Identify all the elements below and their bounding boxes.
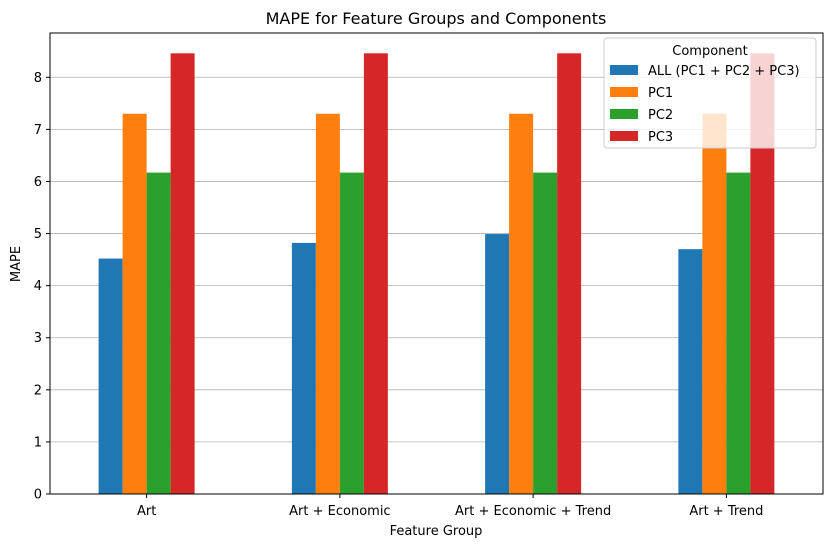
x-tick-label: Art + Economic xyxy=(289,504,390,519)
y-tick-label: 6 xyxy=(34,175,42,190)
bar xyxy=(678,249,703,494)
chart-title: MAPE for Feature Groups and Components xyxy=(266,9,607,28)
y-axis-label: MAPE xyxy=(9,246,24,282)
legend-title: Component xyxy=(672,44,747,59)
legend-box xyxy=(603,37,817,149)
y-tick-label: 1 xyxy=(34,435,42,450)
bar xyxy=(702,113,727,494)
bar xyxy=(363,53,388,495)
legend: Component ALL (PC1 + PC2 + PC3) PC1 PC2 PC3 xyxy=(603,37,817,149)
legend-swatch xyxy=(610,65,638,75)
bar xyxy=(122,113,147,494)
bar xyxy=(98,258,123,494)
bars xyxy=(98,53,775,495)
bar xyxy=(291,242,316,494)
x-tick-label: Art + Economic + Trend xyxy=(455,504,611,519)
legend-swatch xyxy=(610,87,638,97)
bar xyxy=(557,53,582,495)
y-tick-label: 3 xyxy=(34,331,42,346)
y-tick-label: 7 xyxy=(34,123,42,138)
legend-swatch xyxy=(610,109,638,119)
x-tick-label: Art + Trend xyxy=(689,504,763,519)
y-tick-label: 8 xyxy=(34,71,42,86)
bar xyxy=(339,172,364,494)
y-tick-label: 2 xyxy=(34,383,42,398)
bar xyxy=(726,172,751,494)
y-tick-label: 4 xyxy=(34,279,42,294)
bar xyxy=(509,113,534,494)
y-tick-label: 5 xyxy=(34,227,42,242)
x-axis: Art Art + Economic Art + Economic + Trend A… xyxy=(137,494,763,519)
bar xyxy=(146,172,171,494)
bar xyxy=(533,172,558,494)
x-axis-label: Feature Group xyxy=(390,524,483,539)
bar xyxy=(170,53,195,495)
legend-entry: PC3 xyxy=(648,130,673,145)
y-axis: 0 1 2 3 4 5 6 7 8 xyxy=(34,71,50,503)
legend-entry: PC2 xyxy=(648,108,673,123)
legend-entry: PC1 xyxy=(648,86,673,101)
legend-entry: ALL (PC1 + PC2 + PC3) xyxy=(648,64,800,79)
legend-swatch xyxy=(610,131,638,141)
y-tick-label: 0 xyxy=(34,488,42,503)
bar xyxy=(315,113,340,494)
bar xyxy=(485,234,510,495)
x-tick-label: Art xyxy=(137,504,156,519)
plot-frame xyxy=(49,32,824,495)
